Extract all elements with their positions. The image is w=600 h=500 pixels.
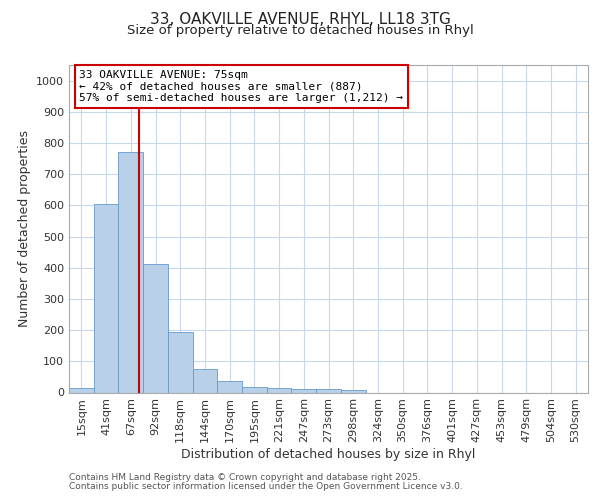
Bar [292, 389, 316, 392]
Bar [242, 387, 267, 392]
Bar [267, 388, 292, 392]
Bar [316, 389, 341, 392]
Bar [143, 264, 168, 392]
Bar [193, 369, 217, 392]
Text: 33, OAKVILLE AVENUE, RHYL, LL18 3TG: 33, OAKVILLE AVENUE, RHYL, LL18 3TG [149, 12, 451, 28]
Bar [69, 388, 94, 392]
Text: Size of property relative to detached houses in Rhyl: Size of property relative to detached ho… [127, 24, 473, 37]
Bar [118, 152, 143, 392]
Bar [217, 380, 242, 392]
Bar [94, 204, 118, 392]
Text: Contains HM Land Registry data © Crown copyright and database right 2025.: Contains HM Land Registry data © Crown c… [69, 472, 421, 482]
X-axis label: Distribution of detached houses by size in Rhyl: Distribution of detached houses by size … [181, 448, 476, 461]
Bar [341, 390, 365, 392]
Y-axis label: Number of detached properties: Number of detached properties [17, 130, 31, 327]
Text: Contains public sector information licensed under the Open Government Licence v3: Contains public sector information licen… [69, 482, 463, 491]
Text: 33 OAKVILLE AVENUE: 75sqm
← 42% of detached houses are smaller (887)
57% of semi: 33 OAKVILLE AVENUE: 75sqm ← 42% of detac… [79, 70, 403, 103]
Bar [168, 332, 193, 392]
